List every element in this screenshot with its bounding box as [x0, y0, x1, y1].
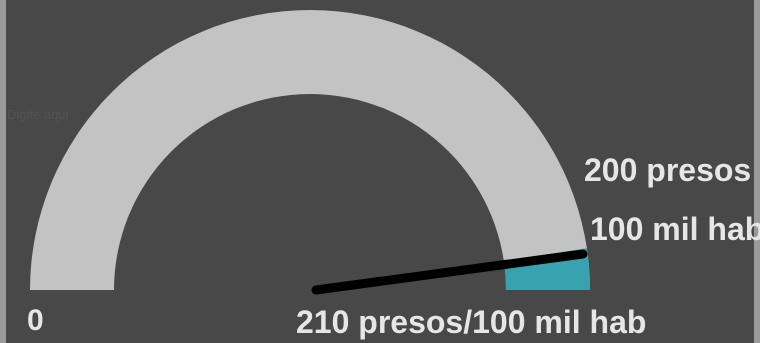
threshold-label-line-2: 100 mil hab: [590, 213, 760, 245]
gauge-min-label: 0: [27, 306, 44, 336]
gauge-track: [30, 10, 590, 290]
threshold-label-line-1: 200 presos /: [584, 154, 760, 186]
gauge-value-label: 210 presos/100 mil hab: [296, 306, 646, 338]
watermark-text: Digite aqui: [7, 107, 68, 122]
